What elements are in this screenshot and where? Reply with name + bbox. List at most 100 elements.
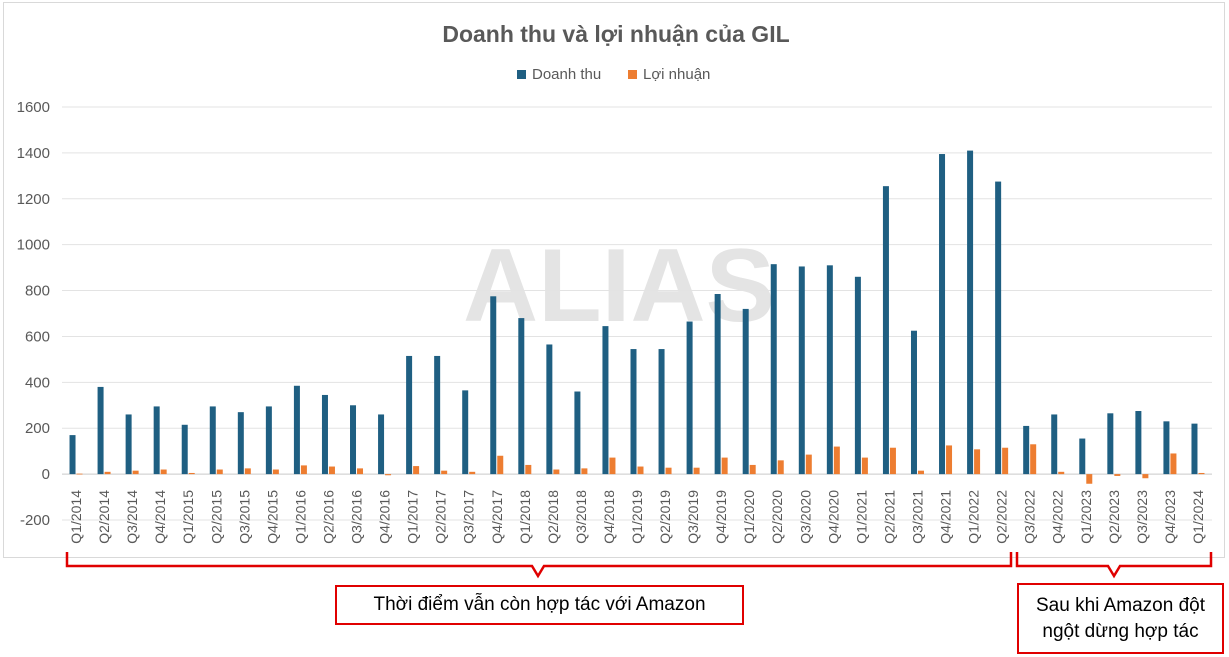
- bar-profit: [216, 469, 223, 475]
- callout-cooperation: Thời điểm vẫn còn hợp tác với Amazon: [335, 585, 744, 625]
- x-tick-label: Q3/2019: [685, 490, 701, 544]
- chart-title: Doanh thu và lợi nhuận của GIL: [442, 21, 789, 47]
- x-tick-label: Q2/2019: [657, 490, 673, 544]
- bar-profit: [1114, 474, 1121, 476]
- bar-revenue: [153, 406, 160, 475]
- x-tick-label: Q1/2019: [629, 490, 645, 544]
- callout-after-line2: ngột dừng hợp tác: [1042, 620, 1199, 642]
- bar-profit: [917, 470, 924, 475]
- bar-revenue: [434, 355, 441, 475]
- x-tick-label: Q2/2014: [96, 490, 112, 544]
- x-tick-label: Q1/2023: [1078, 490, 1094, 544]
- bar-revenue: [826, 265, 833, 475]
- bar-revenue: [1135, 411, 1142, 475]
- bar-revenue: [686, 321, 693, 475]
- y-tick-label: 400: [25, 374, 50, 391]
- bar-profit: [1142, 474, 1149, 479]
- x-tick-label: Q3/2022: [1022, 490, 1038, 544]
- y-tick-label: -200: [20, 512, 50, 529]
- bar-revenue: [462, 390, 469, 475]
- x-tick-label: Q4/2020: [825, 490, 841, 544]
- chart-svg: ALIAS -20002004006008001000120014001600 …: [17, 21, 1212, 544]
- x-tick-label: Q4/2018: [601, 490, 617, 544]
- x-tick-label: Q2/2023: [1106, 490, 1122, 544]
- bar-profit: [1002, 447, 1009, 475]
- bar-revenue: [574, 391, 581, 475]
- x-tick-label: Q1/2015: [180, 490, 196, 544]
- x-tick-label: Q1/2022: [966, 490, 982, 544]
- bar-revenue: [69, 435, 76, 475]
- bar-revenue: [882, 186, 889, 475]
- bar-profit: [469, 471, 476, 475]
- bar-revenue: [125, 414, 132, 475]
- x-tick-label: Q2/2018: [545, 490, 561, 544]
- bar-revenue: [1051, 414, 1058, 475]
- bar-profit: [104, 471, 111, 475]
- bars: [69, 150, 1205, 484]
- bar-profit: [1198, 472, 1205, 475]
- legend-swatch-profit: [628, 70, 637, 79]
- x-tick-label: Q1/2021: [853, 490, 869, 544]
- bar-revenue: [995, 181, 1002, 475]
- bar-profit: [357, 468, 364, 475]
- bar-revenue: [714, 293, 721, 475]
- x-tick-label: Q4/2015: [264, 490, 280, 544]
- bar-profit: [1058, 471, 1065, 475]
- bar-profit: [1030, 444, 1037, 475]
- bar-profit: [974, 449, 981, 475]
- x-tick-label: Q2/2016: [320, 490, 336, 544]
- bar-profit: [385, 474, 392, 476]
- bar-profit: [721, 457, 728, 475]
- bar-revenue: [546, 344, 553, 475]
- bar-profit: [946, 445, 953, 475]
- bar-profit: [300, 465, 307, 475]
- bar-revenue: [602, 326, 609, 475]
- bar-profit: [1170, 453, 1177, 475]
- legend-label-revenue: Doanh thu: [532, 66, 601, 83]
- bar-revenue: [967, 150, 974, 475]
- bar-profit: [244, 468, 251, 475]
- bar-profit: [581, 468, 588, 475]
- y-tick-label: 200: [25, 420, 50, 437]
- x-tick-label: Q3/2018: [573, 490, 589, 544]
- bar-profit: [272, 469, 279, 475]
- bar-revenue: [350, 405, 357, 475]
- x-tick-label: Q1/2016: [292, 490, 308, 544]
- chart-frame: ALIAS -200 0 200 400 600 800 1000 1200 1400 1600 …: [3, 2, 1225, 558]
- bar-revenue: [378, 414, 385, 475]
- x-tick-label: Q1/2020: [741, 490, 757, 544]
- bar-profit: [749, 464, 756, 475]
- bar-revenue: [854, 276, 861, 475]
- bar-profit: [777, 460, 784, 475]
- legend-swatch-revenue: [517, 70, 526, 79]
- y-tick-label: 1000: [17, 237, 50, 254]
- bar-revenue: [406, 355, 413, 475]
- bar-revenue: [939, 154, 946, 475]
- bar-revenue: [910, 330, 917, 475]
- x-tick-label: Q4/2021: [938, 490, 954, 544]
- callout-cooperation-text: Thời điểm vẫn còn hợp tác với Amazon: [373, 594, 706, 616]
- x-tick-label: Q1/2014: [68, 490, 84, 544]
- x-axis-ticks: Q1/2014 Q2/2014 Q3/2014 Q4/2014 Q1/2015 Q2/20…: [68, 490, 1206, 544]
- bar-profit: [833, 446, 840, 475]
- bar-profit: [188, 472, 195, 475]
- bar-profit: [160, 469, 167, 475]
- x-tick-label: Q1/2024: [1190, 490, 1206, 544]
- bar-revenue: [798, 266, 805, 475]
- bar-profit: [637, 466, 644, 475]
- bar-profit: [76, 473, 83, 475]
- x-tick-label: Q2/2022: [994, 490, 1010, 544]
- bar-profit: [441, 470, 448, 475]
- bar-profit: [693, 467, 700, 475]
- y-tick-label: 0: [42, 466, 50, 483]
- x-tick-label: Q4/2014: [152, 490, 168, 544]
- bar-profit: [497, 455, 504, 475]
- x-tick-label: Q4/2016: [377, 490, 393, 544]
- legend: Doanh thu Lợi nhuận: [517, 66, 710, 83]
- x-tick-label: Q2/2017: [433, 490, 449, 544]
- bar-revenue: [1023, 425, 1030, 475]
- y-tick-label: 800: [25, 283, 50, 300]
- x-tick-label: Q3/2017: [461, 490, 477, 544]
- bar-revenue: [490, 296, 497, 475]
- x-tick-label: Q2/2021: [881, 490, 897, 544]
